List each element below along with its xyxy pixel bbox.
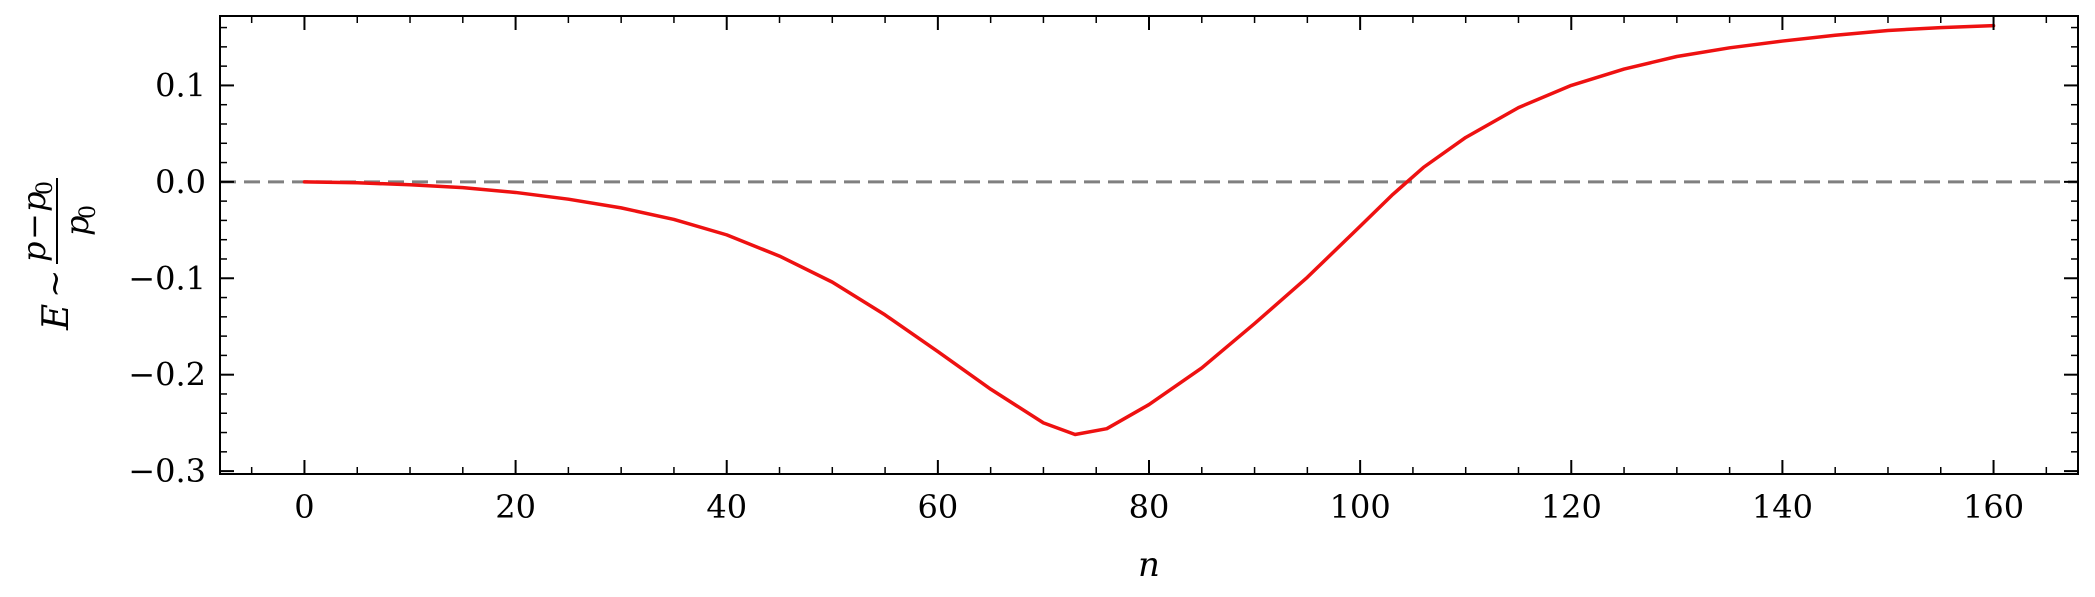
y-label-denominator-var: p (58, 216, 96, 236)
y-tick-label: −0.3 (128, 452, 206, 490)
x-tick-label: 120 (1541, 488, 1602, 526)
x-tick-label: 80 (1129, 488, 1170, 526)
y-label-lhs: E (36, 304, 77, 331)
y-tick-label: 0.1 (155, 66, 206, 104)
series-line-0 (302, 23, 1996, 437)
y-label-denominator-index: 0 (76, 205, 101, 219)
x-axis-label: n (1138, 545, 1160, 585)
y-axis-label: E ~ p − p 0 p 0 (15, 178, 101, 331)
x-tick-label: 20 (495, 488, 536, 526)
y-tick-label: 0.0 (155, 163, 206, 201)
x-tick-label: 140 (1752, 488, 1813, 526)
series-group (302, 23, 1996, 437)
y-label-numerator-var: p (15, 242, 53, 262)
x-tick-labels: 0 20 40 60 80 100 120 140 160 (294, 488, 2024, 526)
x-tick-label: 40 (706, 488, 747, 526)
y-label-relation: ~ (35, 270, 75, 299)
y-label-numerator-op: − (15, 213, 53, 240)
x-tick-label: 0 (294, 488, 314, 526)
y-label-numerator-sub-index: 0 (33, 181, 58, 195)
x-tick-label: 60 (918, 488, 959, 526)
y-tick-labels: −0.3 −0.2 −0.1 0.0 0.1 (128, 66, 206, 490)
tick-marks-group (220, 16, 2078, 474)
plot-frame (219, 15, 2079, 475)
y-label-numerator-sub-var: p (15, 192, 53, 212)
y-tick-label: −0.2 (128, 356, 206, 394)
x-tick-label: 100 (1330, 488, 1391, 526)
x-tick-label: 160 (1963, 488, 2024, 526)
y-tick-label: −0.1 (128, 259, 206, 297)
